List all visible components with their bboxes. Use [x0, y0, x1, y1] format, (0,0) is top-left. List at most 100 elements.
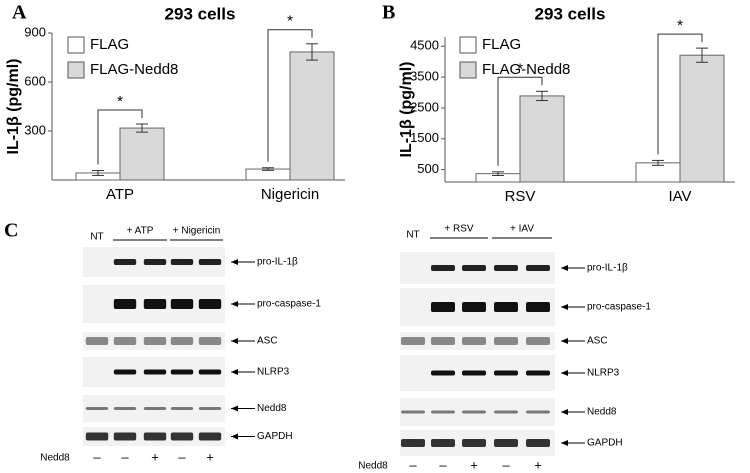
- blot-band: [494, 337, 518, 345]
- treatment-sign: +: [534, 457, 542, 472]
- blot-band: [401, 337, 425, 345]
- blot-band: [431, 439, 455, 447]
- treatment-sign: –: [178, 449, 186, 464]
- blot-band: [113, 407, 137, 410]
- blot-row-label: NLRP3: [587, 368, 620, 379]
- arrow-head: [231, 259, 238, 265]
- arrow-head: [561, 370, 568, 376]
- blot-band: [431, 410, 455, 414]
- blot-band: [143, 259, 167, 265]
- y-axis-label: IL-1β (pg/ml): [398, 62, 415, 158]
- significance-bracket: [267, 29, 313, 162]
- legend-swatch: [459, 61, 477, 79]
- treatment-sign: +: [470, 457, 478, 472]
- blot-band: [494, 439, 518, 447]
- lane-header: + RSV: [444, 224, 474, 235]
- x-tick-label: ATP: [106, 186, 134, 203]
- legend-swatch: [67, 36, 85, 54]
- blot-band: [526, 439, 550, 447]
- lane-header: + ATP: [127, 226, 154, 237]
- significance-star: *: [677, 17, 683, 34]
- significance-star: *: [117, 93, 123, 110]
- blot-row-label: ASC: [257, 336, 278, 347]
- blot-band: [462, 370, 486, 376]
- blot-band: [113, 337, 137, 345]
- blot-band: [170, 259, 194, 265]
- blot-band: [462, 302, 486, 312]
- blot-band: [494, 302, 518, 312]
- blot-band: [462, 410, 486, 414]
- arrow-head: [561, 338, 568, 344]
- treatment-sign: +: [151, 449, 159, 464]
- blot-band: [143, 337, 167, 345]
- blot-band: [85, 337, 109, 345]
- blot-band: [198, 337, 222, 345]
- blot-band: [113, 299, 137, 309]
- bar: [289, 51, 335, 181]
- blot-band: [198, 299, 222, 309]
- treatment-label: Nedd8: [40, 453, 70, 464]
- treatment-sign: –: [121, 449, 129, 464]
- blot-band: [526, 370, 550, 376]
- blot-band: [526, 302, 550, 312]
- significance-bracket: [97, 109, 143, 165]
- blot-band: [170, 369, 194, 375]
- blot-band: [85, 432, 109, 441]
- blot-band: [143, 369, 167, 375]
- y-tick-label: 900: [24, 24, 46, 39]
- panel-letter: B: [382, 2, 395, 24]
- blot-row-label: GAPDH: [587, 438, 623, 449]
- significance-star: *: [287, 13, 293, 30]
- chart-title: 293 cells: [535, 4, 606, 23]
- arrow-head: [231, 338, 238, 344]
- x-tick-label: RSV: [505, 188, 536, 205]
- treatment-sign: –: [409, 457, 417, 472]
- blot-band: [526, 337, 550, 345]
- y-tick-label: 3500: [410, 69, 439, 84]
- blot-row-label: pro-caspase-1: [587, 302, 651, 313]
- blot-band: [431, 337, 455, 345]
- legend-label: FLAG-Nedd8: [482, 61, 570, 78]
- y-tick-label: 1500: [410, 130, 439, 145]
- blot-band: [494, 265, 518, 271]
- x-tick-label: IAV: [668, 188, 691, 205]
- x-tick-label: Nigericin: [261, 186, 319, 203]
- blot-band: [198, 259, 222, 265]
- blot-band: [198, 432, 222, 441]
- significance-bracket: [657, 33, 703, 155]
- y-tick-label: 4500: [410, 38, 439, 53]
- significance-bracket: [497, 76, 543, 166]
- legend-label: FLAG-Nedd8: [90, 61, 178, 78]
- blot-band: [462, 265, 486, 271]
- blot-band: [431, 370, 455, 376]
- lane-header: + Nigericin: [173, 226, 221, 237]
- blot-band: [494, 370, 518, 376]
- treatment-label: Nedd8: [358, 461, 388, 472]
- blot-band: [198, 407, 222, 410]
- blot-band: [143, 432, 167, 441]
- y-tick-label: 600: [24, 73, 46, 88]
- arrow-head: [231, 433, 238, 440]
- legend-swatch: [67, 61, 85, 79]
- blot-row-label: pro-IL-1β: [257, 257, 298, 268]
- blot-band: [431, 302, 455, 312]
- treatment-sign: +: [206, 449, 214, 464]
- blot-row-label: NLRP3: [257, 367, 290, 378]
- blot-band: [170, 432, 194, 441]
- legend-label: FLAG: [482, 36, 521, 53]
- legend-label: FLAG: [90, 36, 129, 53]
- y-tick-label: 2500: [410, 99, 439, 114]
- arrow-head: [561, 304, 568, 310]
- arrow-head: [561, 409, 568, 415]
- blot-band: [170, 407, 194, 410]
- blot-band: [113, 432, 137, 441]
- blot-band: [431, 265, 455, 271]
- chart-title: 293 cells: [165, 4, 236, 23]
- panel-letter: A: [12, 2, 27, 24]
- legend-swatch: [459, 36, 477, 54]
- blot-band: [85, 407, 109, 410]
- bar: [119, 127, 165, 181]
- arrow-head: [231, 369, 238, 375]
- lane-header: + IAV: [510, 224, 534, 235]
